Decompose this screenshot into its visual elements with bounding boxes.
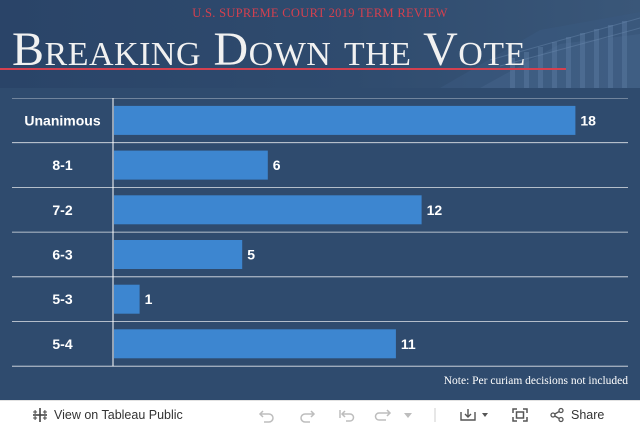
- undo-button[interactable]: [258, 401, 276, 428]
- refresh-icon: [374, 407, 392, 423]
- data-label: 5: [247, 246, 255, 262]
- fullscreen-button[interactable]: [511, 401, 529, 428]
- download-button[interactable]: [459, 401, 489, 428]
- title-underline: [0, 68, 566, 70]
- category-label: Unanimous: [24, 112, 100, 128]
- data-label: 18: [580, 112, 596, 128]
- bar: [114, 284, 140, 314]
- revert-icon: [338, 407, 356, 423]
- view-on-tableau-label: View on Tableau Public: [54, 407, 183, 422]
- header-banner: U.S. SUPREME COURT 2019 TERM REVIEW Brea…: [0, 0, 640, 88]
- data-label: 11: [401, 336, 416, 352]
- data-label: 1: [145, 291, 153, 307]
- redo-button[interactable]: [298, 401, 316, 428]
- bar: [114, 240, 243, 269]
- bar: [114, 105, 576, 135]
- data-label: 12: [427, 202, 443, 218]
- refresh-button[interactable]: [374, 401, 392, 428]
- toolbar-divider: [434, 401, 436, 428]
- revert-button[interactable]: [338, 401, 356, 428]
- bar: [114, 329, 396, 359]
- footnote: Note: Per curiam decisions not included: [443, 375, 628, 387]
- redo-icon: [298, 407, 316, 423]
- share-label: Share: [571, 407, 605, 422]
- share-icon: [549, 407, 565, 423]
- vote-breakdown-chart: Unanimous 18 8-1 6 7-2 12 6-3 5 5-3 1 5-4 11: [12, 98, 628, 367]
- more-options-button[interactable]: [403, 401, 413, 428]
- bar: [114, 150, 268, 180]
- download-icon: [459, 407, 489, 423]
- chevron-down-icon: [403, 410, 413, 420]
- header-kicker: U.S. SUPREME COURT 2019 TERM REVIEW: [192, 6, 448, 20]
- fullscreen-icon: [511, 407, 529, 423]
- chart-title: Breaking Down the Vote: [12, 23, 526, 76]
- category-label: 6-3: [52, 246, 72, 262]
- category-label: 5-4: [52, 336, 72, 352]
- share-button[interactable]: Share: [549, 401, 604, 428]
- visualization: U.S. SUPREME COURT 2019 TERM REVIEW Brea…: [0, 0, 640, 400]
- data-label: 6: [273, 157, 281, 173]
- view-on-tableau-public-link[interactable]: View on Tableau Public: [32, 401, 183, 428]
- category-label: 8-1: [52, 157, 72, 173]
- tableau-logo-icon: [32, 407, 48, 423]
- tableau-toolbar: View on Tableau Public: [0, 400, 640, 427]
- category-label: 5-3: [52, 291, 72, 307]
- category-label: 7-2: [52, 202, 72, 218]
- bar: [114, 195, 422, 225]
- undo-icon: [258, 407, 276, 423]
